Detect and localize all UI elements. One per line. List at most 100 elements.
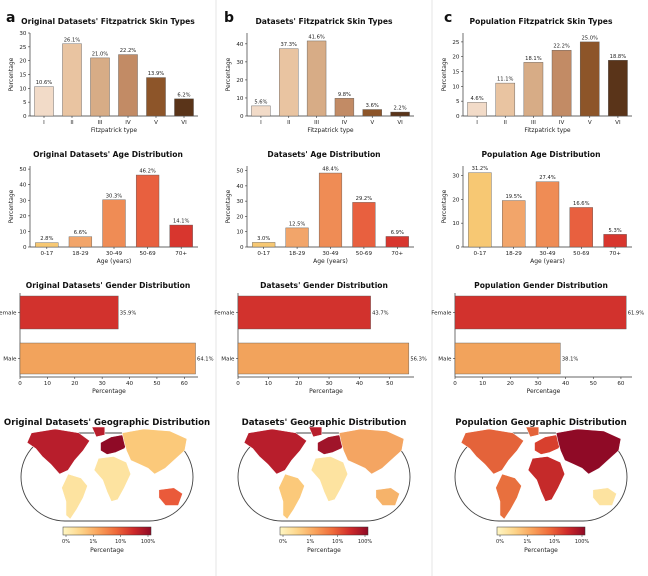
bar-value-label: 29.2% — [356, 196, 373, 202]
bar-value-label: 14.1% — [173, 219, 190, 225]
bar-value-label: 38.1% — [562, 357, 579, 363]
region-south-america — [495, 473, 522, 520]
bar-value-label: 43.7% — [372, 311, 389, 317]
bar-I — [34, 86, 54, 117]
world-map — [243, 426, 405, 520]
b-geo-chart: Datasets' Geographic Distribution 0% 1% 10%… — [237, 418, 411, 554]
x-axis-label: Age (years) — [97, 258, 132, 265]
bar-III — [523, 62, 544, 117]
x-tick-label: 50-69 — [356, 251, 373, 257]
chart-title: Original Datasets' Gender Distribution — [26, 281, 190, 290]
bar-value-label: 3.6% — [366, 103, 379, 109]
chart-title: Datasets' Age Distribution — [267, 150, 380, 159]
x-tick-label: VI — [397, 120, 403, 126]
y-tick-label: 20 — [452, 55, 460, 61]
bar-male — [454, 342, 561, 375]
x-tick-label: 40 — [356, 381, 364, 387]
colorbar-tick-label: 100% — [358, 539, 373, 545]
bar-male — [237, 342, 410, 375]
bar-value-label: 5.6% — [254, 99, 267, 105]
bar-VI — [174, 98, 194, 117]
x-tick-label: 20 — [507, 381, 515, 387]
y-tick-label: 10 — [19, 86, 27, 92]
bar-18-29 — [502, 200, 526, 248]
colorbar-tick-label: 0% — [62, 539, 70, 545]
x-tick-label: 50-69 — [573, 251, 590, 257]
x-axis-label: Age (years) — [313, 258, 348, 265]
bar-female — [454, 295, 627, 330]
y-tick-label: 30 — [19, 31, 27, 37]
colorbar-tick-label: 1% — [89, 539, 97, 545]
x-tick-label: 0 — [236, 381, 240, 387]
colorbar-label: Percentage — [307, 547, 341, 554]
colorbar-tick-label: 10% — [332, 539, 343, 545]
bar-III — [306, 40, 327, 117]
y-tick-label: Female — [0, 311, 17, 317]
bar-value-label: 10.6% — [36, 80, 53, 86]
bar-value-label: 48.4% — [322, 167, 339, 173]
bar-V — [146, 77, 166, 117]
a-age-chart: Original Datasets' Age Distribution 0 10 20… — [8, 150, 198, 265]
bar-V — [579, 41, 600, 117]
bar-IV — [551, 49, 572, 117]
bar-0-17 — [35, 242, 59, 248]
bar-18-29 — [285, 227, 309, 248]
bar-value-label: 18.8% — [610, 54, 627, 60]
x-tick-label: 10 — [479, 381, 487, 387]
y-tick-label: 10 — [236, 230, 244, 236]
y-tick-label: 20 — [452, 197, 460, 203]
bar-value-label: 12.5% — [289, 221, 306, 227]
bar-value-label: 11.1% — [497, 77, 514, 83]
region-north-america — [26, 428, 91, 475]
bar-value-label: 16.6% — [573, 201, 590, 207]
bar-III — [90, 57, 110, 117]
y-tick-label: Male — [3, 357, 17, 363]
y-tick-label: 50 — [236, 169, 244, 175]
y-tick-label: Male — [221, 357, 235, 363]
bar-IV — [118, 54, 138, 117]
bar-50-69 — [135, 174, 160, 248]
bar-value-label: 5.3% — [609, 228, 622, 234]
bar-50-69 — [569, 207, 593, 248]
bar-value-label: 35.9% — [120, 311, 137, 317]
region-south-america — [278, 473, 305, 520]
x-axis-label: Percentage — [527, 388, 561, 395]
x-tick-label: III — [531, 120, 536, 126]
x-tick-label: V — [154, 120, 158, 126]
region-europe — [100, 434, 129, 455]
y-tick-label: 15 — [19, 73, 27, 79]
a-geo-chart: Original Datasets' Geographic Distributi… — [4, 418, 210, 554]
b-skin-chart: Datasets' Fitzpatrick Skin Types 0 10 20 30 4… — [225, 17, 414, 134]
bar-50-69 — [352, 202, 376, 248]
y-axis-label: Percentage — [225, 57, 232, 91]
x-tick-label: 30 — [325, 381, 333, 387]
b-age-chart: Datasets' Age Distribution 0 10 20 30 40 50 3.0… — [225, 150, 414, 265]
bar-VI — [608, 60, 628, 117]
x-tick-label: 0-17 — [40, 251, 53, 257]
region-africa — [93, 456, 132, 502]
chart-title: Population Gender Distribution — [474, 281, 608, 290]
y-tick-label: 15 — [452, 70, 460, 76]
x-tick-label: 50 — [386, 381, 394, 387]
colorbar-tick-label: 10% — [549, 539, 560, 545]
bar-value-label: 26.1% — [64, 37, 81, 43]
bar-value-label: 56.3% — [410, 357, 427, 363]
region-south-america — [61, 473, 88, 520]
colorbar — [62, 526, 152, 536]
bar-value-label: 22.2% — [120, 48, 137, 54]
x-tick-label: IV — [559, 120, 565, 126]
region-asia — [338, 428, 405, 475]
y-tick-label: 30 — [236, 199, 244, 205]
bar-value-label: 19.5% — [505, 194, 522, 200]
y-axis-label: Percentage — [441, 189, 448, 223]
x-tick-label: 70+ — [391, 251, 403, 257]
x-tick-label: 0 — [18, 381, 22, 387]
x-tick-label: I — [260, 120, 262, 126]
y-tick-label: 0 — [456, 114, 460, 120]
colorbar-tick-label: 0% — [279, 539, 287, 545]
x-tick-label: 18-29 — [506, 251, 523, 257]
x-tick-label: 10 — [44, 381, 52, 387]
x-tick-label: 30-49 — [322, 251, 339, 257]
y-tick-label: 30 — [452, 174, 460, 180]
